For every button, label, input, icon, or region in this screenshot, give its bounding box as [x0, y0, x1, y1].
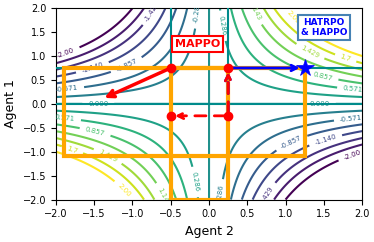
Text: -1.140: -1.140: [81, 62, 104, 74]
Text: MAPPO: MAPPO: [175, 39, 220, 49]
Text: 0.857: 0.857: [312, 71, 333, 82]
Text: -0.857: -0.857: [115, 58, 138, 73]
Text: 2.00: 2.00: [286, 10, 301, 25]
Text: 0.571: 0.571: [343, 85, 363, 93]
Text: 1.429: 1.429: [300, 45, 320, 59]
Text: 0.286: 0.286: [218, 15, 227, 36]
Text: -0.286: -0.286: [216, 184, 225, 207]
Text: -0.571: -0.571: [340, 114, 363, 123]
Bar: [171, 68, 228, 200]
Text: 1.7: 1.7: [339, 53, 352, 63]
Text: -0.571: -0.571: [55, 85, 79, 93]
Text: 2.00: 2.00: [117, 183, 132, 198]
Text: -1.429: -1.429: [257, 185, 274, 208]
Text: -0.286: -0.286: [193, 0, 202, 24]
Text: 0.286: 0.286: [191, 172, 200, 192]
Text: 1.7: 1.7: [66, 145, 79, 154]
X-axis label: Agent 2: Agent 2: [185, 225, 233, 238]
Text: 0.571: 0.571: [55, 114, 76, 122]
Text: 1.143: 1.143: [247, 1, 261, 21]
Text: HATRPO
& HAPPO: HATRPO & HAPPO: [301, 18, 347, 37]
Text: 1.143: 1.143: [157, 186, 171, 207]
Text: -0.857: -0.857: [280, 134, 303, 150]
Text: 0.857: 0.857: [85, 126, 106, 137]
Text: -2.00: -2.00: [56, 47, 75, 59]
Text: 1.429: 1.429: [98, 148, 118, 163]
Bar: [64, 68, 305, 157]
Text: -1.429: -1.429: [144, 0, 161, 22]
Y-axis label: Agent 1: Agent 1: [4, 79, 17, 128]
Text: 0.000: 0.000: [310, 101, 330, 107]
Text: -2.00: -2.00: [343, 149, 362, 161]
Text: 0.000: 0.000: [88, 101, 108, 107]
Text: -1.140: -1.140: [314, 133, 337, 146]
